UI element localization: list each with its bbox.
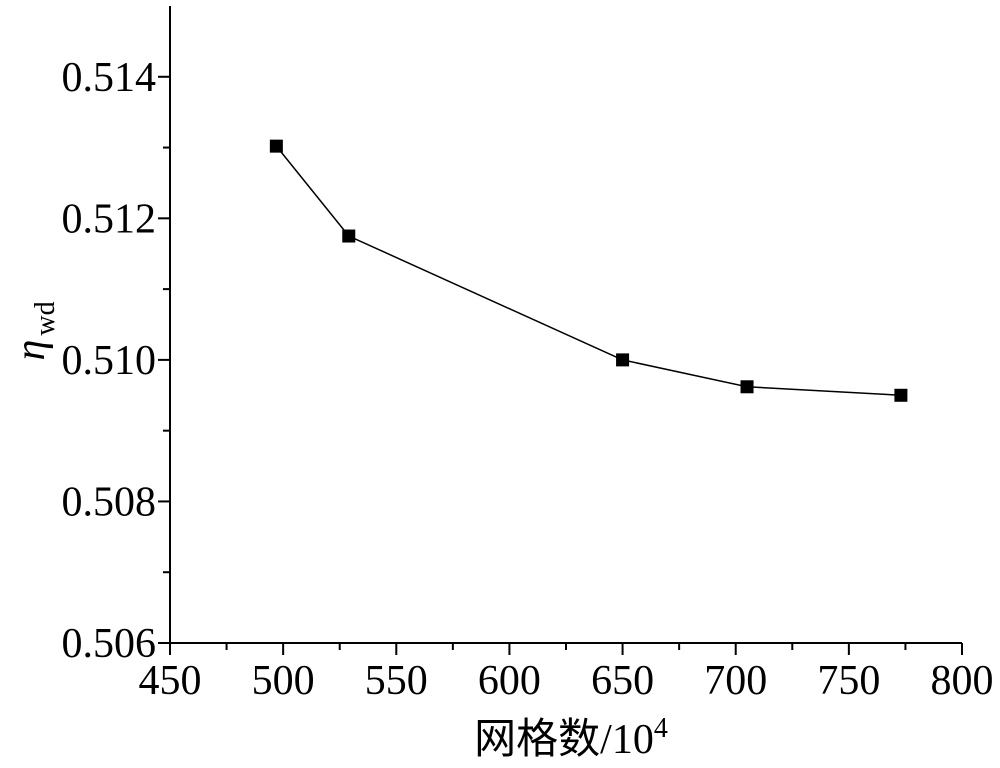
x-tick-label: 800 xyxy=(931,658,994,704)
y-tick-label: 0.510 xyxy=(62,338,157,384)
x-tick-label: 700 xyxy=(704,658,767,704)
y-axis-title: η wd xyxy=(8,301,61,360)
data-point xyxy=(894,388,908,402)
y-axis-title-symbol: η xyxy=(8,340,54,361)
x-tick-label: 550 xyxy=(365,658,428,704)
y-tick-label: 0.508 xyxy=(62,479,157,525)
x-axis-title-superscript: 4 xyxy=(654,713,668,744)
y-tick-label: 0.512 xyxy=(62,196,157,242)
x-tick-label: 500 xyxy=(252,658,315,704)
x-axis-title: 网格数/104 xyxy=(474,713,668,763)
y-tick-label: 0.514 xyxy=(62,55,157,101)
x-tick-label: 650 xyxy=(591,658,654,704)
y-axis-title-subscript: wd xyxy=(30,301,61,335)
x-tick-label: 600 xyxy=(478,658,541,704)
tick-labels: 450 500 550 600 650 700 750 800 0.506 0.508 0.510 0… xyxy=(62,55,994,704)
y-tick-label: 0.506 xyxy=(62,621,157,667)
data-point xyxy=(342,229,356,243)
series-line xyxy=(275,145,901,397)
ticks xyxy=(158,75,963,655)
data-point xyxy=(740,380,754,394)
data-point xyxy=(269,139,283,153)
x-tick-label: 750 xyxy=(817,658,880,704)
data-point xyxy=(616,353,630,367)
x-axis-title-text: 网格数/10 xyxy=(474,717,654,763)
series-group xyxy=(269,139,908,402)
x-tick-label: 450 xyxy=(139,658,202,704)
axes xyxy=(169,6,962,644)
